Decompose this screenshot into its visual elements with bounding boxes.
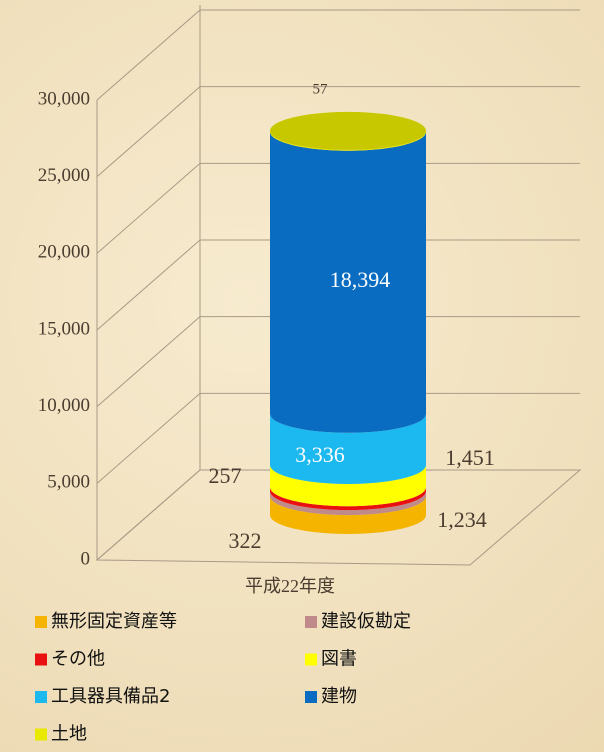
data-label: 257	[209, 463, 242, 488]
legend-label: 工具器具備品2	[51, 686, 170, 707]
y-tick-label: 10,000	[38, 395, 90, 416]
grid-line	[96, 469, 580, 561]
cylinder-segment	[270, 464, 426, 507]
grid-line	[96, 86, 580, 178]
data-label: 57	[313, 81, 329, 97]
y-tick-label: 5,000	[47, 472, 90, 493]
y-tick-label: 30,000	[38, 88, 90, 109]
legend-label: 無形固定資産等	[51, 611, 177, 632]
grid-line	[96, 9, 580, 101]
x-tick-label: 平成22年度	[245, 576, 335, 596]
legend-swatch	[35, 616, 47, 628]
legend-swatch	[35, 728, 47, 741]
cylinder-segment	[270, 413, 426, 484]
legend-label: 建物	[321, 686, 357, 707]
cylinder-segment	[270, 491, 426, 516]
cylinder-segment	[270, 131, 426, 433]
cylinder-top	[270, 111, 426, 150]
data-label: 3,336	[295, 442, 345, 467]
legend-swatch	[305, 616, 317, 628]
y-tick-label: 25,000	[38, 165, 90, 186]
legend-label: 土地	[51, 724, 87, 745]
legend-label: 図書	[321, 649, 357, 670]
data-label: 18,394	[330, 267, 391, 292]
legend-swatch	[35, 691, 47, 703]
grid-line	[96, 316, 580, 408]
legend-label: その他	[51, 649, 105, 670]
grid-line	[96, 392, 580, 484]
legend-swatch	[35, 653, 47, 666]
grid-line	[96, 239, 580, 331]
y-tick-label: 0	[81, 548, 91, 569]
data-label: 1,451	[445, 445, 495, 470]
y-tick-label: 20,000	[38, 242, 90, 263]
cylinder-segment	[270, 496, 426, 534]
data-label: 322	[229, 528, 262, 553]
grid-line	[96, 162, 580, 254]
data-label: 1,234	[437, 507, 487, 532]
legend-swatch	[305, 653, 317, 666]
y-tick-label: 15,000	[38, 318, 90, 339]
legend-label: 建設仮勘定	[321, 611, 411, 632]
cylinder-segment	[270, 487, 426, 511]
legend-swatch	[305, 691, 317, 703]
